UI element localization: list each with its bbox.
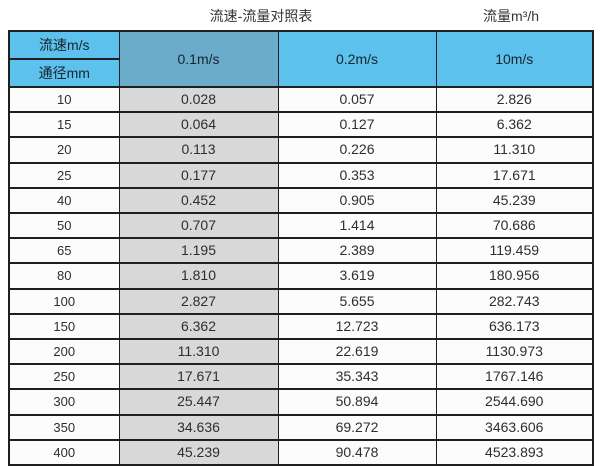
table-row: 10 0.028 0.057 2.826 [8,85,594,114]
flow-cell: 12.723 [277,312,437,341]
flow-cell: 0.028 [118,85,279,114]
diameter-cell: 80 [8,262,120,290]
flow-cell: 70.686 [435,212,594,240]
flow-cell: 1767.146 [435,363,594,391]
diameter-cell: 10 [8,85,120,114]
column-header-0-1ms: 0.1m/s [118,30,279,88]
flow-cell: 0.353 [277,161,437,189]
flow-cell: 0.177 [118,161,279,189]
flow-cell: 180.956 [435,262,594,290]
diameter-cell: 25 [8,161,120,189]
flow-cell: 2544.690 [435,388,594,416]
flow-cell: 50.894 [277,388,437,416]
column-header-10ms: 10m/s [435,30,594,88]
table-row: 150 6.362 12.723 636.173 [8,312,594,341]
table-header: 流速m/s 0.1m/s 0.2m/s 10m/s 通径mm [8,30,594,88]
flow-cell: 1130.973 [435,338,594,366]
flow-cell: 1.810 [118,262,279,290]
flow-cell: 2.389 [277,237,437,265]
flow-cell: 636.173 [435,312,594,341]
flow-cell: 0.057 [277,85,437,114]
diameter-cell: 50 [8,212,120,240]
table-row: 50 0.707 1.414 70.686 [8,212,594,240]
flow-cell: 0.707 [118,212,279,240]
flow-cell: 6.362 [435,111,594,139]
flow-cell: 11.310 [435,136,594,164]
flow-cell: 119.459 [435,237,594,265]
table-row: 20 0.113 0.226 11.310 [8,136,594,164]
header-row-top: 流速m/s 0.1m/s 0.2m/s 10m/s [8,30,594,88]
flow-cell: 45.239 [118,438,279,466]
table-row: 400 45.239 90.478 4523.893 [8,438,594,466]
flow-rate-table: 流速m/s 0.1m/s 0.2m/s 10m/s 通径mm 10 0.028 … [8,30,594,466]
page-title: 流速-流量对照表 [209,8,313,24]
flow-cell: 282.743 [435,287,594,315]
flow-cell: 1.414 [277,212,437,240]
flow-cell: 5.655 [277,287,437,315]
flow-cell: 17.671 [435,161,594,189]
table-row: 250 17.671 35.343 1767.146 [8,363,594,391]
flow-cell: 2.827 [118,287,279,315]
diameter-cell: 100 [8,287,120,315]
flow-cell: 2.826 [435,85,594,114]
diameter-cell: 300 [8,388,120,416]
corner-velocity-label: 流速m/s [8,30,120,60]
flow-cell: 22.619 [277,338,437,366]
diameter-cell: 200 [8,338,120,366]
flow-cell: 0.113 [118,136,279,164]
flow-cell: 25.447 [118,388,279,416]
diameter-cell: 400 [8,438,120,466]
flow-cell: 45.239 [435,186,594,215]
flow-cell: 3463.606 [435,413,594,441]
diameter-cell: 20 [8,136,120,164]
table-row: 25 0.177 0.353 17.671 [8,161,594,189]
flow-cell: 0.226 [277,136,437,164]
header-row-bottom: 通径mm [8,58,593,88]
flow-cell: 3.619 [277,262,437,290]
diameter-cell: 250 [8,363,120,391]
flow-cell: 35.343 [277,363,437,391]
title-bar: 流速-流量对照表 流量m³/h [0,0,600,30]
flow-cell: 6.362 [118,312,279,341]
table-row: 300 25.447 50.894 2544.690 [8,388,594,416]
flow-cell: 90.478 [277,438,437,466]
diameter-cell: 65 [8,237,120,265]
flow-cell: 0.127 [277,111,437,139]
diameter-cell: 15 [8,111,120,139]
table-row: 350 34.636 69.272 3463.606 [8,413,594,441]
table-body: 10 0.028 0.057 2.826 15 0.064 0.127 6.36… [8,85,594,466]
table-row: 40 0.452 0.905 45.239 [8,186,594,215]
table-row: 100 2.827 5.655 282.743 [8,287,594,315]
flow-cell: 1.195 [118,237,279,265]
diameter-cell: 350 [8,413,120,441]
flow-cell: 17.671 [118,363,279,391]
flow-cell: 0.064 [118,111,279,139]
table-row: 80 1.810 3.619 180.956 [8,262,594,290]
flow-cell: 0.905 [277,186,437,215]
flow-cell: 69.272 [277,413,437,441]
flow-unit-label: 流量m³/h [483,8,539,24]
table-row: 15 0.064 0.127 6.362 [8,111,594,139]
table-row: 65 1.195 2.389 119.459 [8,237,594,265]
flow-cell: 34.636 [118,413,279,441]
column-header-0-2ms: 0.2m/s [277,30,437,88]
flow-cell: 0.452 [118,186,279,215]
table-row: 200 11.310 22.619 1130.973 [8,338,594,366]
flow-cell: 11.310 [118,338,279,366]
diameter-cell: 40 [8,186,120,215]
diameter-cell: 150 [8,312,120,341]
flow-cell: 4523.893 [435,438,594,466]
corner-diameter-label: 通径mm [8,58,120,88]
